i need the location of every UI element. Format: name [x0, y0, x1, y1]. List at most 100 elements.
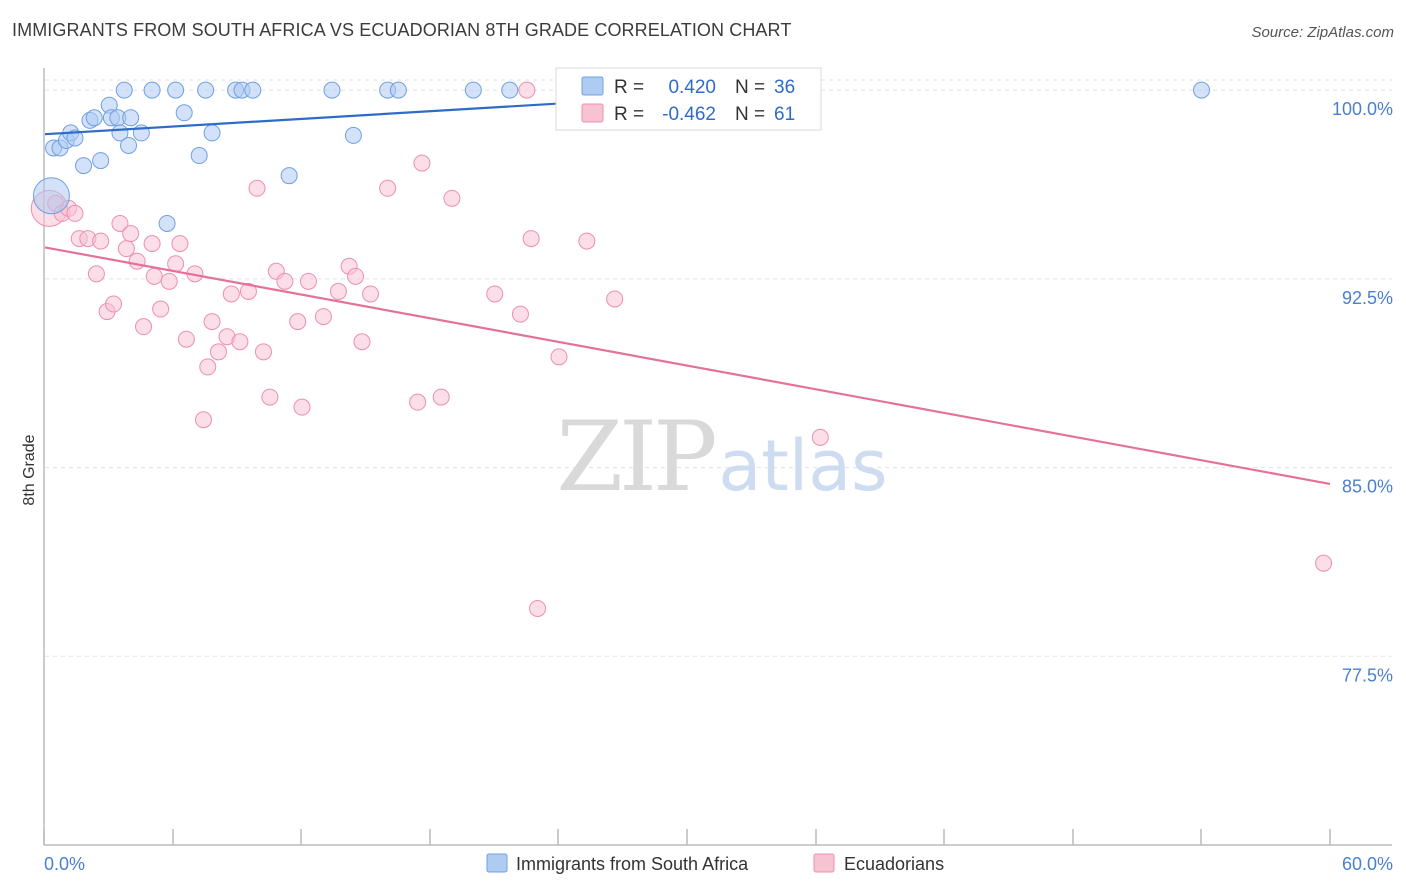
- data-point-pink: [122, 225, 140, 243]
- data-point-pink: [811, 428, 829, 446]
- data-point-pink: [347, 267, 365, 285]
- data-point-pink: [239, 282, 257, 300]
- data-point-pink: [578, 232, 596, 250]
- data-point-blue: [344, 126, 362, 144]
- data-point-pink: [443, 189, 461, 207]
- series-legend: Immigrants from South Africa Ecuadorians: [486, 853, 944, 874]
- data-point-pink: [299, 272, 317, 290]
- data-point-pink: [293, 398, 311, 416]
- data-point-blue: [32, 177, 70, 215]
- data-point-pink: [314, 308, 332, 326]
- data-point-pink: [209, 343, 227, 361]
- data-point-pink: [111, 214, 129, 232]
- legend-n-label-blue: N =: [735, 77, 765, 98]
- data-point-pink: [353, 333, 371, 351]
- data-point-pink: [289, 313, 307, 331]
- watermark: ZIP atlas: [556, 401, 887, 513]
- data-point-pink: [261, 388, 279, 406]
- legend-r-label-blue: R =: [614, 77, 644, 98]
- data-point-blue: [92, 152, 110, 170]
- x-tick-labels: 0.0% 60.0%: [44, 854, 1393, 874]
- data-point-blue: [464, 81, 482, 99]
- data-point-pink: [135, 318, 153, 336]
- data-point-pink: [329, 282, 347, 300]
- data-point-pink: [486, 285, 504, 303]
- data-point-pink: [413, 154, 431, 172]
- data-point-pink: [522, 230, 540, 248]
- data-point-blue: [167, 81, 185, 99]
- x-tick-label: 60.0%: [1342, 854, 1393, 874]
- y-tick-label: 92.5%: [1342, 288, 1393, 308]
- data-point-blue: [1193, 81, 1210, 99]
- y-tick-labels: 100.0% 92.5% 85.0% 77.5%: [1332, 99, 1393, 685]
- data-point-blue: [203, 124, 221, 142]
- data-point-blue: [244, 81, 262, 99]
- data-point-pink: [87, 265, 105, 283]
- data-point-blue: [120, 136, 138, 154]
- data-point-pink: [143, 235, 161, 253]
- y-tick-label: 77.5%: [1342, 665, 1393, 685]
- data-point-pink: [171, 235, 189, 253]
- y-axis-label: 8th Grade: [21, 434, 38, 505]
- data-point-pink: [203, 313, 221, 331]
- data-point-pink: [117, 240, 135, 258]
- data-point-blue: [75, 157, 93, 175]
- data-point-blue: [158, 214, 176, 232]
- legend-swatch-pink: [581, 103, 604, 123]
- data-point-pink: [379, 179, 397, 197]
- legend-n-label-pink: N =: [735, 104, 765, 125]
- legend-r-label-pink: R =: [614, 104, 644, 125]
- data-point-blue: [501, 81, 519, 99]
- data-point-pink: [518, 81, 536, 99]
- data-point-pink: [276, 272, 294, 290]
- y-tick-label: 100.0%: [1332, 99, 1393, 119]
- data-point-pink: [606, 290, 624, 308]
- trend-line-pink: [44, 246, 1331, 486]
- source-label: Source: ZipAtlas.com: [1251, 24, 1394, 41]
- data-point-pink: [248, 179, 266, 197]
- data-point-pink: [254, 343, 272, 361]
- legend-r-value-blue: 0.420: [668, 77, 716, 98]
- data-point-pink: [152, 300, 170, 318]
- series-legend-swatch-pink: [813, 853, 835, 873]
- watermark-atlas: atlas: [718, 425, 887, 507]
- data-point-pink: [160, 272, 178, 290]
- series-legend-swatch-blue: [486, 853, 508, 873]
- data-point-pink: [92, 232, 110, 250]
- data-point-blue: [323, 81, 341, 99]
- series-legend-label-blue: Immigrants from South Africa: [516, 854, 749, 874]
- data-point-pink: [529, 599, 547, 617]
- stats-legend: R = 0.420 N = 36 R = -0.462 N = 61: [555, 67, 822, 131]
- data-point-pink: [194, 411, 212, 429]
- data-point-blue: [122, 109, 140, 127]
- data-point-blue: [115, 81, 133, 99]
- legend-swatch-blue: [581, 76, 604, 96]
- legend-n-value-pink: 61: [774, 104, 795, 125]
- y-tick-label: 85.0%: [1342, 477, 1393, 497]
- data-point-pink: [362, 285, 380, 303]
- data-point-blue: [175, 104, 193, 122]
- data-point-blue: [143, 81, 161, 99]
- data-point-pink: [432, 388, 450, 406]
- data-point-pink: [128, 252, 146, 270]
- data-point-pink: [222, 285, 240, 303]
- data-point-blue: [197, 81, 215, 99]
- grid-lines: [45, 79, 1392, 657]
- data-point-pink: [550, 348, 568, 366]
- data-point-blue: [85, 109, 103, 127]
- watermark-zip: ZIP: [556, 401, 715, 513]
- data-point-pink: [177, 330, 195, 348]
- data-point-blue: [389, 81, 407, 99]
- series-legend-label-pink: Ecuadorians: [844, 854, 944, 874]
- data-point-pink: [199, 358, 217, 376]
- x-tick-label: 0.0%: [44, 854, 85, 874]
- data-point-blue: [280, 167, 298, 185]
- data-point-pink: [66, 204, 84, 222]
- data-point-pink: [1315, 554, 1333, 572]
- data-point-blue: [190, 147, 208, 165]
- data-point-pink: [105, 295, 123, 313]
- data-point-pink: [511, 305, 529, 323]
- data-point-pink: [231, 333, 249, 351]
- legend-n-value-blue: 36: [774, 77, 795, 98]
